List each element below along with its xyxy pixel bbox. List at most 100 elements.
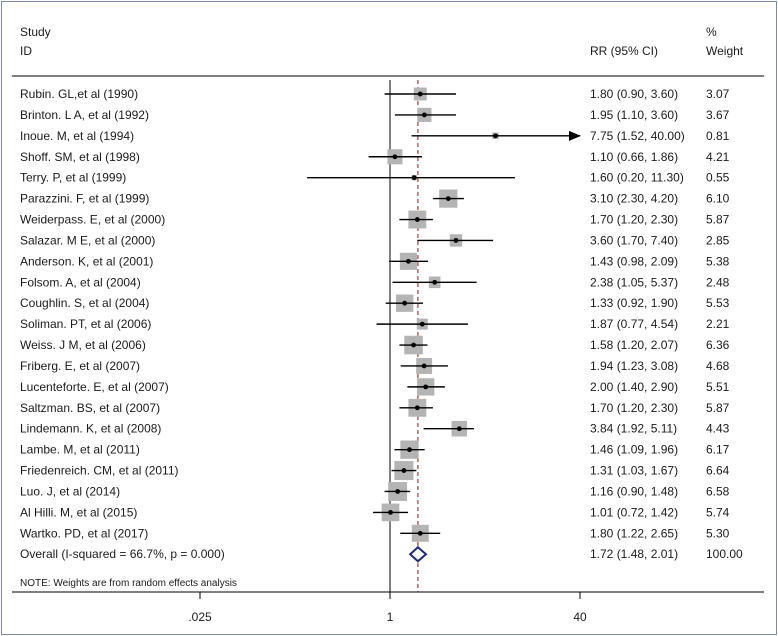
study-label: Friberg. E, et al (2007): [20, 359, 140, 373]
point-estimate: [406, 258, 411, 264]
study-row: Lucenteforte. E, et al (2007) 2.00 (1.40,…: [20, 378, 730, 396]
study-row: Rubin. GL,et al (1990) 1.80 (0.90, 3.60) 3…: [20, 87, 730, 101]
point-estimate: [456, 426, 462, 432]
study-label: Rubin. GL,et al (1990): [20, 87, 138, 101]
study-label: Coughlin. S, et al (2004): [20, 296, 149, 310]
study-label: Folsom. A, et al (2004): [20, 275, 141, 289]
point-estimate: [423, 384, 429, 390]
point-estimate: [402, 300, 408, 306]
study-weight-text: 5.51: [706, 380, 730, 394]
study-row: Soliman. PT, et al (2006) 1.87 (0.77, 4.5…: [20, 317, 730, 331]
study-weight-text: 4.43: [706, 422, 730, 436]
header-weight: Weight: [706, 44, 744, 58]
study-ci-text: 1.46 (1.09, 1.96): [590, 443, 678, 457]
overall-ci-text: 1.72 (1.48, 2.01): [590, 547, 678, 561]
study-weight-text: 6.17: [706, 443, 730, 457]
point-estimate: [395, 489, 401, 494]
study-weight-text: 5.87: [706, 213, 730, 227]
point-estimate: [411, 342, 416, 348]
study-ci-text: 1.70 (1.20, 2.30): [590, 213, 678, 227]
study-ci-text: 2.38 (1.05, 5.37): [590, 275, 678, 289]
study-label: Terry. P, et al (1999): [20, 171, 126, 185]
x-tick-label: 40: [573, 610, 587, 624]
x-tick-label: .025: [188, 610, 212, 624]
study-label: Shoff. SM, et al (1998): [20, 150, 140, 164]
study-ci-text: 3.10 (2.30, 4.20): [590, 192, 678, 206]
study-ci-text: 1.80 (1.22, 2.65): [590, 526, 678, 540]
study-label: Inoue. M, et al (1994): [20, 129, 134, 143]
header-percent: %: [706, 25, 717, 39]
point-estimate: [419, 321, 425, 327]
overall-row: Overall (I-squared = 66.7%, p = 0.000) 1.…: [20, 545, 743, 563]
point-estimate: [445, 196, 451, 202]
study-label: Weiderpass. E, et al (2000): [20, 213, 165, 227]
study-row: Luo. J, et al (2014) 1.16 (0.90, 1.48) 6.5…: [20, 482, 730, 501]
study-row: Saltzman. BS, et al (2007) 1.70 (1.20, 2.…: [20, 398, 730, 417]
study-row: Wartko. PD, et al (2017) 1.80 (1.22, 2.65…: [20, 524, 730, 542]
study-weight-text: 3.67: [706, 108, 730, 122]
study-ci-text: 1.87 (0.77, 4.54): [590, 317, 678, 331]
overall-weight-text: 100.00: [706, 547, 743, 561]
point-estimate: [421, 112, 427, 118]
study-row: Brinton. L A, et al (1992) 1.95 (1.10, 3.…: [20, 107, 730, 122]
study-weight-text: 6.36: [706, 338, 730, 352]
study-weight-text: 2.21: [706, 317, 730, 331]
study-ci-text: 1.43 (0.98, 2.09): [590, 254, 678, 268]
study-row: Weiderpass. E, et al (2000) 1.70 (1.20, 2…: [20, 210, 730, 229]
study-label: Lindemann. K, et al (2008): [20, 422, 161, 436]
study-label: Brinton. L A, et al (1992): [20, 108, 149, 122]
study-ci-text: 1.95 (1.10, 3.60): [590, 108, 678, 122]
study-row: Weiss. J M, et al (2006) 1.58 (1.20, 2.07…: [20, 335, 730, 355]
study-weight-text: 4.21: [706, 150, 730, 164]
study-row: Anderson. K, et al (2001) 1.43 (0.98, 2.0…: [20, 252, 730, 270]
overall-label: Overall (I-squared = 66.7%, p = 0.000): [20, 547, 225, 561]
study-row: Coughlin. S, et al (2004) 1.33 (0.92, 1.9…: [20, 294, 730, 312]
study-row: Folsom. A, et al (2004) 2.38 (1.05, 5.37)…: [20, 275, 730, 289]
study-label: Wartko. PD, et al (2017): [20, 526, 148, 540]
point-estimate: [414, 217, 420, 222]
study-label: Friedenreich. CM, et al (2011): [20, 464, 179, 478]
x-tick-label: 1: [387, 610, 394, 624]
study-row: Friedenreich. CM, et al (2011) 1.31 (1.03…: [20, 461, 730, 481]
study-weight-text: 6.58: [706, 484, 730, 498]
study-ci-text: 1.80 (0.90, 3.60): [590, 87, 678, 101]
study-weight-text: 5.74: [706, 505, 730, 519]
study-ci-text: 2.00 (1.40, 2.90): [590, 380, 678, 394]
ci-arrow: [569, 130, 581, 141]
study-ci-text: 1.33 (0.92, 1.90): [590, 296, 678, 310]
overall-diamond: [408, 545, 428, 563]
study-row: Lindemann. K, et al (2008) 3.84 (1.92, 5.…: [20, 420, 730, 437]
study-row: Terry. P, et al (1999) 1.60 (0.20, 11.30)…: [20, 171, 730, 185]
study-weight-text: 0.55: [706, 171, 730, 185]
study-weight-text: 6.64: [706, 464, 730, 478]
point-estimate: [432, 279, 438, 285]
study-weight-text: 2.85: [706, 233, 730, 247]
study-weight-text: 0.81: [706, 129, 730, 143]
point-estimate: [453, 238, 459, 243]
study-weight-text: 3.07: [706, 87, 730, 101]
point-estimate: [388, 510, 393, 515]
study-label: Lambe. M, et al (2011): [20, 443, 140, 457]
study-label: Saltzman. BS, et al (2007): [20, 401, 160, 415]
study-ci-text: 1.94 (1.23, 3.08): [590, 359, 678, 373]
study-ci-text: 1.60 (0.20, 11.30): [590, 171, 684, 185]
study-row: Lambe. M, et al (2011) 1.46 (1.09, 1.96) 6…: [20, 440, 730, 459]
study-ci-text: 1.70 (1.20, 2.30): [590, 401, 678, 415]
study-label: Al Hilli. M, et al (2015): [20, 505, 137, 519]
study-row: Al Hilli. M, et al (2015) 1.01 (0.72, 1.4…: [20, 503, 730, 522]
point-estimate: [417, 530, 423, 536]
point-estimate: [421, 363, 427, 369]
study-ci-text: 1.16 (0.90, 1.48): [590, 484, 678, 498]
point-estimate: [407, 447, 412, 453]
study-label: Soliman. PT, et al (2006): [20, 317, 151, 331]
study-label: Parazzini. F, et al (1999): [20, 192, 149, 206]
study-row: Shoff. SM, et al (1998) 1.10 (0.66, 1.86)…: [20, 149, 730, 165]
point-estimate: [401, 468, 407, 473]
study-row: Friberg. E, et al (2007) 1.94 (1.23, 3.08…: [20, 357, 730, 374]
study-weight-text: 4.68: [706, 359, 730, 373]
point-estimate: [392, 154, 398, 160]
study-weight-text: 5.30: [706, 526, 730, 540]
study-row: Inoue. M, et al (1994) 7.75 (1.52, 40.00)…: [20, 129, 730, 143]
